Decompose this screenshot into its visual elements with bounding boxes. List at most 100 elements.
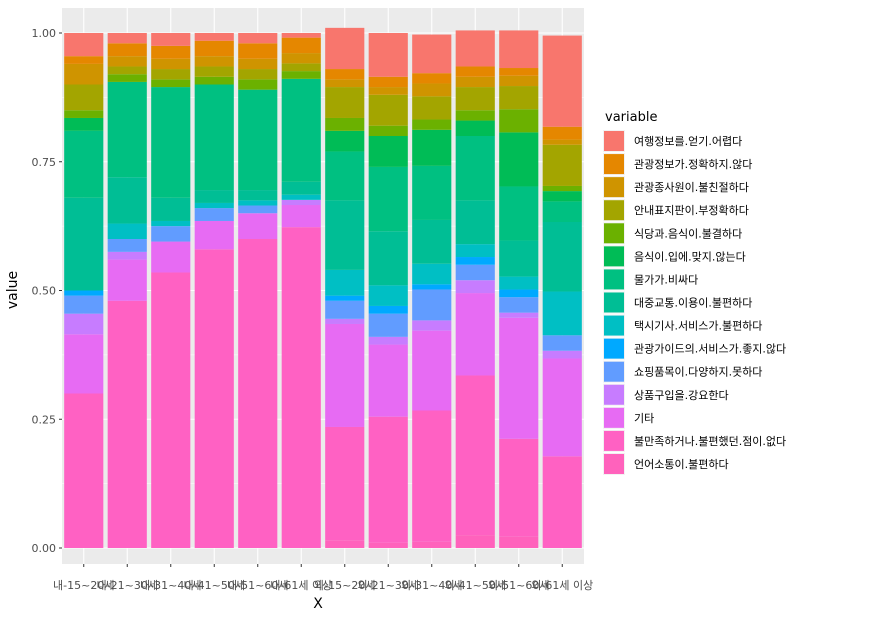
bar-segment bbox=[107, 177, 147, 224]
bar-segment bbox=[64, 197, 104, 291]
bar-segment bbox=[455, 535, 495, 548]
bar-segment bbox=[281, 33, 321, 38]
bar-segment bbox=[107, 223, 147, 239]
bar-segment bbox=[412, 165, 452, 220]
bar-segment bbox=[325, 151, 365, 201]
legend-swatch bbox=[604, 246, 624, 267]
bar-segment bbox=[151, 33, 191, 46]
legend-label: 쇼핑품목이.다양하지.못하다 bbox=[634, 365, 762, 379]
bar-segment bbox=[542, 222, 582, 292]
bar-segment bbox=[368, 33, 408, 77]
bar-segment bbox=[194, 66, 234, 77]
bar-segment bbox=[368, 125, 408, 136]
y-tick-label: 0.50 bbox=[32, 285, 57, 298]
legend-label: 안내표지판이.부정확하다 bbox=[634, 203, 749, 217]
legend-swatch bbox=[604, 384, 624, 405]
bar-segment bbox=[151, 272, 191, 548]
bar-segment bbox=[325, 69, 365, 80]
bar-segment bbox=[238, 89, 278, 191]
bar-segment bbox=[325, 117, 365, 131]
bar-segment bbox=[64, 290, 104, 296]
legend-swatch bbox=[604, 154, 624, 175]
y-axis-title: value bbox=[5, 271, 21, 309]
x-axis: 내-15~20세내-21~30세내-31~40세내-41~50세내-51~60세… bbox=[53, 564, 593, 592]
bar-segment bbox=[325, 323, 365, 427]
bar-segment bbox=[325, 540, 365, 548]
bar-segment bbox=[325, 426, 365, 541]
bar-segment bbox=[368, 305, 408, 314]
bar-segment bbox=[412, 219, 452, 264]
x-tick-label: 내-41~50세 bbox=[184, 579, 245, 592]
x-tick-label: 외-31~40세 bbox=[401, 579, 462, 592]
bar-segment bbox=[499, 317, 539, 439]
bar-segment bbox=[281, 78, 321, 182]
bar-segment bbox=[64, 56, 104, 64]
bar-segment bbox=[325, 79, 365, 88]
bar-segment bbox=[151, 69, 191, 80]
legend-label: 식당과.음식이.불결하다 bbox=[634, 226, 742, 240]
bar-segment bbox=[542, 126, 582, 140]
bar-segment bbox=[107, 43, 147, 57]
bar-segment bbox=[151, 241, 191, 273]
bar-segment bbox=[107, 239, 147, 252]
bar-segment bbox=[238, 69, 278, 80]
legend-swatch bbox=[604, 177, 624, 198]
bar-segment bbox=[325, 130, 365, 152]
bar-segment bbox=[107, 259, 147, 301]
bar-segment bbox=[238, 190, 278, 201]
bar-segment bbox=[368, 87, 408, 95]
bar-segment bbox=[455, 76, 495, 88]
bar-segment bbox=[64, 130, 104, 198]
bar-segment bbox=[455, 293, 495, 376]
bar-segment bbox=[455, 110, 495, 121]
legend-label: 음식이.입에.맞지.않는다 bbox=[634, 250, 746, 263]
legend-swatch bbox=[604, 269, 624, 290]
bar-segment bbox=[368, 76, 408, 88]
bar-segment bbox=[325, 27, 365, 70]
bar-segment bbox=[412, 129, 452, 166]
bar-segment bbox=[238, 58, 278, 70]
legend-swatch bbox=[604, 407, 624, 428]
legend-swatch bbox=[604, 338, 624, 359]
bar-segment bbox=[107, 56, 147, 67]
bar-segment bbox=[368, 136, 408, 167]
bar-segment bbox=[499, 86, 539, 110]
bar-segment bbox=[325, 87, 365, 118]
bar-segment bbox=[499, 297, 539, 313]
legend-label: 대중교통.이용이.불편하다 bbox=[634, 295, 752, 309]
x-tick-label: 외-15~20세 bbox=[314, 579, 375, 592]
bar-segment bbox=[107, 300, 147, 548]
legend-swatch bbox=[604, 200, 624, 221]
bar-segment bbox=[325, 200, 365, 270]
bar-segment bbox=[107, 66, 147, 75]
bar-segment bbox=[64, 110, 104, 118]
bar-segment bbox=[194, 202, 234, 209]
bar-segment bbox=[151, 45, 191, 59]
bar-segment bbox=[412, 119, 452, 130]
bar-segment bbox=[194, 76, 234, 85]
bar-segment bbox=[368, 344, 408, 417]
bar-segment bbox=[499, 276, 539, 290]
bar-segment bbox=[455, 264, 495, 281]
bar-segment bbox=[455, 136, 495, 201]
bar-segment bbox=[281, 37, 321, 54]
bar-segment bbox=[325, 295, 365, 301]
bar-segment bbox=[455, 87, 495, 111]
bar-segment bbox=[194, 220, 234, 250]
legend-swatch bbox=[604, 292, 624, 313]
y-tick-label: 0.75 bbox=[32, 156, 57, 169]
x-tick-label: 내-61세 이상 bbox=[270, 579, 332, 592]
bar-segment bbox=[455, 200, 495, 245]
bar-segment bbox=[281, 194, 321, 200]
bar-segment bbox=[499, 240, 539, 277]
bar-segment bbox=[281, 181, 321, 195]
x-tick-label: 외-61세 이상 bbox=[531, 579, 593, 592]
bar-segment bbox=[64, 117, 104, 131]
legend-swatch bbox=[604, 453, 624, 474]
bar-segment bbox=[455, 375, 495, 536]
bar-segment bbox=[281, 199, 321, 206]
legend-label: 상품구입을.강요한다 bbox=[634, 389, 729, 402]
bar-segment bbox=[542, 144, 582, 186]
bars bbox=[64, 27, 582, 549]
bar-segment bbox=[455, 257, 495, 265]
